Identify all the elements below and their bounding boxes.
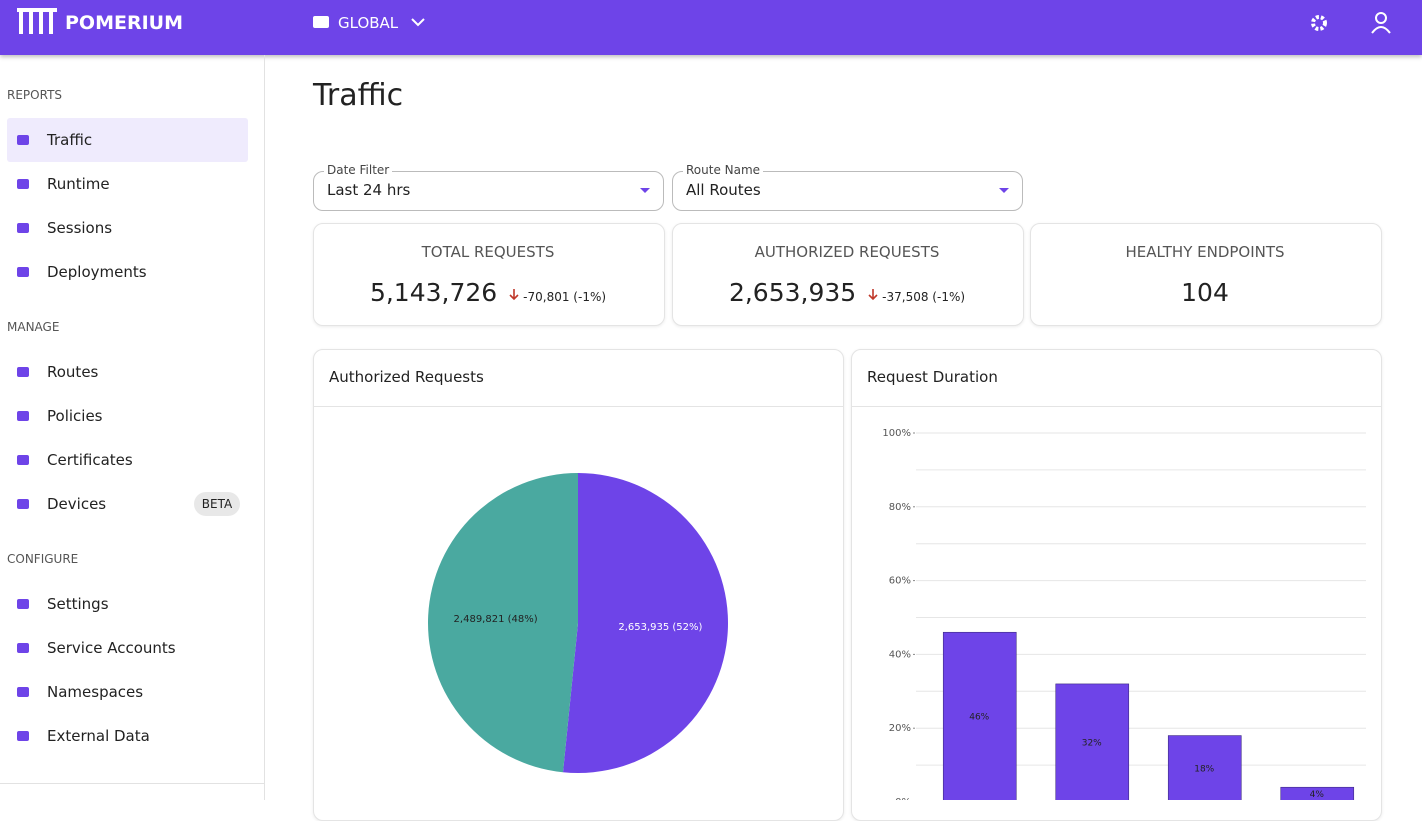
card-divider	[313, 406, 843, 407]
filter-value: Last 24 hrs	[327, 181, 411, 199]
bar	[942, 631, 1017, 800]
stat-value: 104	[1181, 278, 1229, 307]
pie-slice	[427, 473, 578, 773]
nav-icon	[17, 411, 29, 421]
y-tick-label: 0%	[895, 797, 911, 800]
card-divider	[851, 406, 1381, 407]
stat-row: 5,143,726 -70,801 (-1%)	[313, 278, 663, 307]
selected-bg	[7, 118, 248, 162]
section-title: REPORTS	[7, 88, 63, 102]
chart-title: Request Duration	[867, 368, 998, 386]
nav-icon	[17, 135, 29, 145]
stat-value: 2,653,935	[728, 278, 857, 307]
stat-value: 5,143,726	[369, 278, 498, 307]
nav-icon	[17, 687, 29, 697]
bar-label: 46%	[969, 713, 989, 723]
nav-item[interactable]: Certificates	[47, 451, 133, 469]
sidebar	[0, 55, 265, 800]
stat-title: HEALTHY ENDPOINTS	[1125, 243, 1285, 261]
nav-item[interactable]: Traffic	[47, 131, 93, 149]
slice-label: 2,489,821 (48%)	[454, 614, 538, 625]
y-tick-label: 100%	[882, 428, 911, 439]
namespace-selector[interactable]: GLOBAL	[338, 14, 399, 32]
stat-title: TOTAL REQUESTS	[421, 243, 555, 261]
bar-label: 32%	[1082, 738, 1102, 748]
filter-label: Date Filter	[324, 163, 393, 177]
bar	[1055, 683, 1130, 800]
y-tick-label: 40%	[889, 649, 911, 660]
top-bar: POMERIUM GLOBAL	[0, 0, 1422, 55]
nav-item[interactable]: Routes	[47, 363, 99, 381]
stat-card	[1030, 223, 1382, 326]
stat-change: -37,508 (-1%)	[882, 290, 966, 304]
nav-icon	[17, 367, 29, 377]
nav-item[interactable]: Service Accounts	[47, 639, 176, 657]
bar	[1280, 786, 1355, 800]
nav-icon	[17, 179, 29, 189]
dropdown-arrow	[640, 188, 650, 193]
folder-icon	[313, 16, 329, 28]
nav-item[interactable]: External Data	[47, 727, 150, 745]
bar-label: 18%	[1194, 764, 1214, 774]
stat-row: 104	[1030, 278, 1380, 307]
y-tick-label: 80%	[889, 502, 911, 513]
stat-card	[672, 223, 1024, 326]
nav-icon	[17, 599, 29, 609]
section-title: CONFIGURE	[7, 552, 79, 566]
nav-item[interactable]: Deployments	[47, 263, 147, 281]
logo	[17, 8, 57, 34]
nav-item[interactable]: Policies	[47, 407, 103, 425]
stat-row: 2,653,935 -37,508 (-1%)	[672, 278, 1022, 307]
bar-label: 4%	[1310, 790, 1325, 800]
down-arrow	[497, 286, 523, 305]
sidebar-divider	[0, 783, 264, 784]
pie-slice	[562, 473, 728, 773]
stat-title: AUTHORIZED REQUESTS	[754, 243, 940, 261]
nav-item[interactable]: Devices	[47, 495, 107, 513]
badge: BETA	[194, 492, 240, 516]
filter-value: All Routes	[686, 181, 761, 199]
chart: 2,653,935 (52%) 2,489,821 (48%)	[427, 473, 728, 773]
settings-icon[interactable]	[1310, 14, 1328, 32]
nav-item[interactable]: Settings	[47, 595, 109, 613]
down-arrow	[856, 286, 882, 305]
filter-label: Route Name	[683, 163, 764, 177]
chart-title: Authorized Requests	[329, 368, 484, 386]
chart: 0% 20% 40% 60% 80% 100% 46% 32% 18% 4%	[882, 428, 1366, 800]
nav-icon	[17, 643, 29, 653]
y-tick-label: 20%	[889, 723, 911, 734]
nav-item[interactable]: Runtime	[47, 175, 110, 193]
stat-card	[313, 223, 665, 326]
nav-icon	[17, 267, 29, 277]
filter-select[interactable]	[672, 171, 1023, 211]
nav-icon	[17, 223, 29, 233]
nav-item[interactable]: Sessions	[47, 219, 113, 237]
chevron[interactable]	[410, 16, 426, 28]
nav-icon	[17, 499, 29, 509]
y-tick-label: 60%	[889, 576, 911, 587]
user-icon[interactable]	[1370, 11, 1392, 35]
dropdown-arrow	[999, 188, 1009, 193]
nav-icon	[17, 731, 29, 741]
section-title: MANAGE	[7, 320, 60, 334]
filter-select[interactable]	[313, 171, 664, 211]
bar	[1167, 735, 1242, 800]
page-title: Traffic	[313, 78, 404, 113]
brand: POMERIUM	[65, 12, 183, 34]
stat-change: -70,801 (-1%)	[523, 290, 607, 304]
nav-item[interactable]: Namespaces	[47, 683, 144, 701]
nav-icon	[17, 455, 29, 465]
slice-label: 2,653,935 (52%)	[618, 622, 702, 633]
